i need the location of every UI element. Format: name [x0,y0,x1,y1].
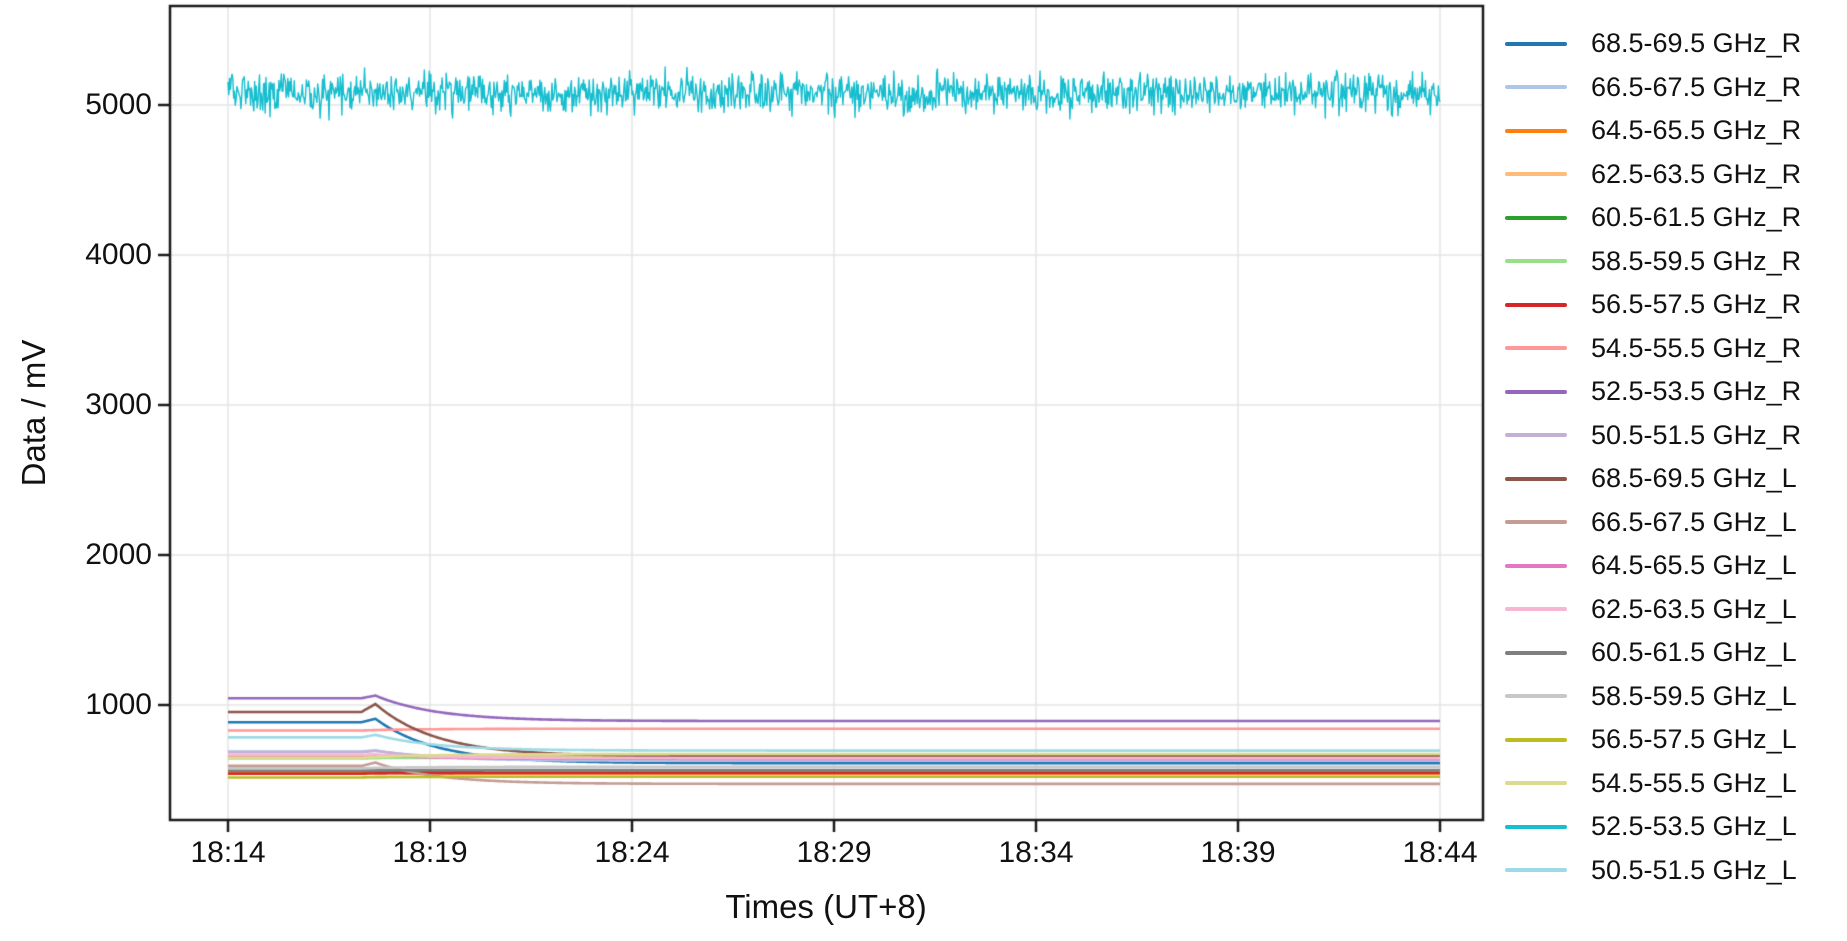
y-tick-label-5000: 5000 [85,88,152,121]
legend-item: 66.5-67.5 GHz_R [1505,66,1801,109]
x-tick-label-1824: 18:24 [594,836,670,869]
legend-swatch [1505,172,1567,176]
legend-swatch [1505,781,1567,785]
legend-item: 52.5-53.5 GHz_R [1505,370,1801,413]
legend-label: 68.5-69.5 GHz_L [1591,463,1797,493]
y-axis-title: Data / mV [15,339,52,487]
legend-label: 50.5-51.5 GHz_L [1591,854,1797,885]
legend-item: 66.5-67.5 GHz_L [1505,501,1797,544]
legend-swatch [1505,389,1567,394]
legend-swatch [1505,607,1567,611]
legend-swatch [1505,215,1567,220]
legend-item: 64.5-65.5 GHz_R [1505,109,1801,152]
legend-item: 62.5-63.5 GHz_L [1505,588,1797,631]
legend-item: 64.5-65.5 GHz_L [1505,544,1797,587]
legend-label: 66.5-67.5 GHz_R [1591,71,1802,102]
legend-swatch [1505,737,1567,742]
legend-swatch [1505,520,1567,524]
legend-swatch [1505,85,1567,89]
legend-swatch [1505,650,1567,655]
y-tick-label-1000: 1000 [85,688,152,721]
x-tick-label-1844: 18:44 [1402,836,1478,869]
x-tick-label-1814: 18:14 [190,836,266,869]
y-tick-label-2000: 2000 [85,538,152,571]
legend-label: 66.5-67.5 GHz_L [1591,506,1797,537]
legend-item: 62.5-63.5 GHz_R [1505,153,1801,196]
legend-swatch [1505,41,1567,46]
legend-label: 58.5-59.5 GHz_L [1591,680,1797,711]
legend-label: 58.5-59.5 GHz_R [1591,245,1802,276]
legend-item: 68.5-69.5 GHz_L [1505,457,1797,500]
x-tick-label-1829: 18:29 [796,836,872,869]
legend-label: 62.5-63.5 GHz_L [1591,593,1797,624]
x-tick-label-1819: 18:19 [392,836,468,869]
legend-label: 64.5-65.5 GHz_L [1591,550,1797,580]
legend-label: 68.5-69.5 GHz_R [1591,28,1802,58]
legend-label: 54.5-55.5 GHz_L [1591,767,1797,798]
legend-label: 64.5-65.5 GHz_R [1591,115,1802,145]
legend-swatch [1505,563,1567,568]
legend-label: 62.5-63.5 GHz_R [1591,158,1802,189]
x-tick-label-1834: 18:34 [998,836,1074,869]
legend-item: 54.5-55.5 GHz_R [1505,327,1801,370]
legend-label: 60.5-61.5 GHz_R [1591,202,1802,232]
legend-label: 50.5-51.5 GHz_R [1591,419,1802,450]
legend-swatch [1505,433,1567,437]
legend-item: 50.5-51.5 GHz_R [1505,414,1801,457]
legend-item: 58.5-59.5 GHz_R [1505,240,1801,283]
legend-label: 54.5-55.5 GHz_R [1591,332,1802,363]
legend-swatch [1505,346,1567,350]
legend-swatch [1505,868,1567,872]
legend-label: 60.5-61.5 GHz_L [1591,637,1797,667]
legend-item: 52.5-53.5 GHz_L [1505,805,1797,848]
legend-swatch [1505,302,1567,307]
legend-item: 58.5-59.5 GHz_L [1505,675,1797,718]
legend-item: 50.5-51.5 GHz_L [1505,849,1797,892]
legend-swatch [1505,128,1567,133]
legend-item: 56.5-57.5 GHz_R [1505,283,1801,326]
legend-label: 56.5-57.5 GHz_L [1591,724,1797,754]
legend-item: 60.5-61.5 GHz_L [1505,631,1797,674]
legend-label: 52.5-53.5 GHz_R [1591,376,1802,406]
legend-item: 68.5-69.5 GHz_R [1505,22,1801,65]
y-tick-label-4000: 4000 [85,238,152,271]
legend-swatch [1505,476,1567,481]
legend-swatch [1505,824,1567,829]
legend-item: 54.5-55.5 GHz_L [1505,762,1797,805]
legend-item: 56.5-57.5 GHz_L [1505,718,1797,761]
y-tick-label-3000: 3000 [85,388,152,421]
legend-swatch [1505,259,1567,263]
legend-swatch [1505,694,1567,698]
legend-label: 56.5-57.5 GHz_R [1591,289,1802,319]
x-axis-title: Times (UT+8) [725,888,927,925]
x-tick-label-1839: 18:39 [1200,836,1276,869]
legend-item: 60.5-61.5 GHz_R [1505,196,1801,239]
legend-label: 52.5-53.5 GHz_L [1591,811,1797,841]
